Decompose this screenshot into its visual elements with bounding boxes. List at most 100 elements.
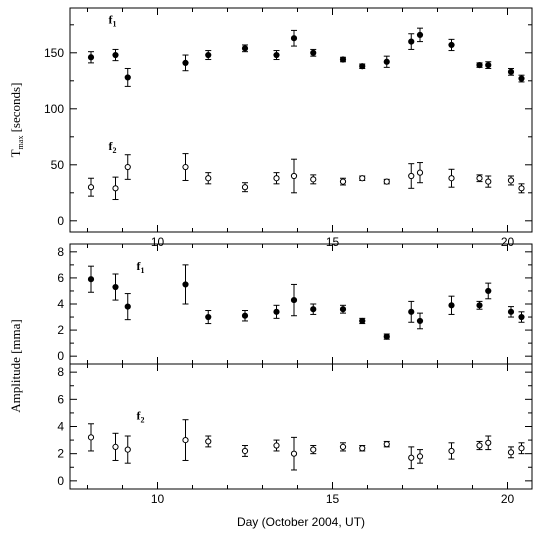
y-tick-label: 6 <box>57 271 64 285</box>
data-point-open <box>383 178 390 185</box>
data-point-open <box>448 168 455 188</box>
data-point-open <box>476 440 483 451</box>
data-point-filled <box>241 310 249 322</box>
data-point-open <box>507 446 515 459</box>
data-point-filled <box>124 293 131 321</box>
x-tick-label: 10 <box>151 492 165 506</box>
data-point-open <box>339 442 347 452</box>
frequency-annotation: f2 <box>109 139 117 155</box>
data-point-open <box>383 440 390 448</box>
frequency-annotation: f1 <box>109 13 117 29</box>
data-point-open <box>310 445 317 455</box>
data-point-filled <box>507 67 515 76</box>
data-point-filled <box>518 74 525 83</box>
data-point-open <box>273 439 280 452</box>
frequency-annotation: f1 <box>137 259 145 275</box>
data-point-filled <box>359 317 366 325</box>
y-tick-label: 8 <box>57 365 64 379</box>
data-point-open <box>241 182 249 193</box>
data-point-open <box>310 174 317 185</box>
data-point-filled <box>273 304 280 319</box>
y-tick-label: 150 <box>44 46 64 60</box>
data-point-open <box>112 432 119 461</box>
data-point-filled <box>112 48 119 62</box>
data-point-open <box>416 162 424 184</box>
data-marks <box>87 27 525 471</box>
data-point-open <box>87 177 95 197</box>
data-point-open <box>205 435 212 448</box>
data-point-open <box>408 163 415 189</box>
data-point-open <box>359 175 366 182</box>
data-point-filled <box>416 312 424 330</box>
data-point-filled <box>182 264 189 305</box>
data-point-filled <box>339 304 347 314</box>
data-point-open <box>273 172 280 185</box>
data-point-filled <box>383 55 390 68</box>
axis-ticks: 10 15 20 0 50 100 150 0 2 4 6 8 10 15 20 0 2 4 6 8 <box>44 8 532 506</box>
data-point-open <box>182 153 189 181</box>
panel-annotations: f1 f2 f1 f2 <box>109 13 145 425</box>
tmax-panel-frame <box>69 7 533 233</box>
data-point-open <box>124 435 131 464</box>
data-point-open <box>518 183 525 194</box>
data-point-filled <box>408 33 415 50</box>
y-tick-label: 0 <box>57 474 64 488</box>
data-point-filled <box>507 306 515 318</box>
data-point-filled <box>359 63 366 70</box>
data-point-filled <box>476 62 483 69</box>
data-point-open <box>182 419 189 461</box>
y-tick-label: 0 <box>57 349 64 363</box>
data-point-filled <box>290 29 298 47</box>
y-tick-label: 4 <box>57 297 64 311</box>
data-point-filled <box>310 303 317 315</box>
tmax-ylabel: Tmax [seconds] <box>8 83 25 158</box>
y-tick-label: 6 <box>57 392 64 406</box>
data-point-filled <box>87 265 95 293</box>
data-point-filled <box>448 38 455 52</box>
data-point-open <box>408 446 415 470</box>
data-point-filled <box>416 27 424 43</box>
data-point-filled <box>485 61 492 69</box>
data-point-filled <box>273 50 280 61</box>
data-point-filled <box>339 56 347 63</box>
y-tick-label: 8 <box>57 245 64 259</box>
data-point-open <box>416 449 424 464</box>
y-tick-label: 4 <box>57 420 64 434</box>
x-tick-label: 20 <box>501 235 515 249</box>
y-tick-label: 0 <box>57 214 64 228</box>
data-point-open <box>518 442 525 455</box>
y-tick-label: 100 <box>44 102 64 116</box>
y-tick-label: 2 <box>57 447 64 461</box>
x-tick-label: 10 <box>151 235 165 249</box>
amplitude-panel-frame <box>69 243 533 490</box>
data-point-open <box>124 154 131 180</box>
x-axis-title: Day (October 2004, UT) <box>237 515 365 529</box>
data-point-filled <box>182 54 189 72</box>
data-point-filled <box>87 51 95 64</box>
data-point-filled <box>205 310 212 325</box>
data-point-filled <box>476 300 483 310</box>
x-tick-label: 15 <box>326 235 340 249</box>
x-tick-label: 15 <box>326 492 340 506</box>
data-point-open <box>485 435 492 451</box>
frequency-annotation: f2 <box>137 409 145 425</box>
data-point-open <box>339 177 347 186</box>
data-point-open <box>485 175 492 188</box>
data-point-open <box>112 176 119 201</box>
data-point-open <box>205 172 212 185</box>
data-point-filled <box>518 311 525 323</box>
data-point-open <box>448 442 455 460</box>
data-point-filled <box>448 295 455 315</box>
data-point-filled <box>124 67 131 87</box>
data-point-filled <box>241 44 249 53</box>
data-point-open <box>359 445 366 452</box>
data-point-filled <box>485 282 492 300</box>
data-point-open <box>241 445 249 457</box>
data-point-filled <box>112 273 119 301</box>
data-point-filled <box>408 300 415 323</box>
y-tick-label: 2 <box>57 323 64 337</box>
data-point-open <box>507 175 515 186</box>
y-tick-label: 50 <box>51 158 65 172</box>
data-point-filled <box>383 333 390 340</box>
